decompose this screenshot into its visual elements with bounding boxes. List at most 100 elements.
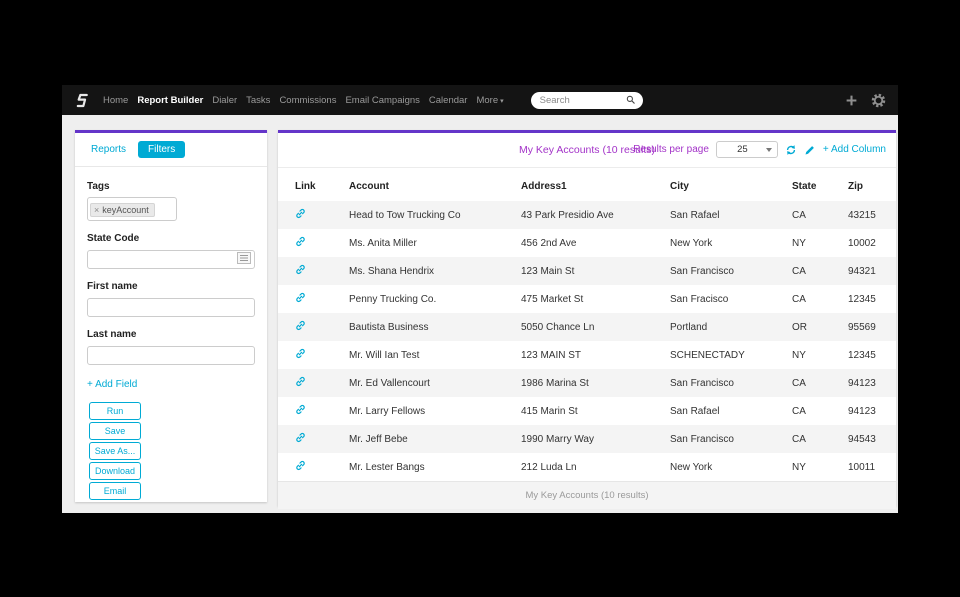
results-table: Link Account Address1 City State Zip Head to … (278, 172, 896, 481)
table-row: Penny Trucking Co. 475 Market St San Fra… (278, 285, 896, 313)
content-area: Reports Filters Tags × keyAccount State … (62, 115, 898, 513)
logo-s-icon (76, 93, 88, 107)
sidebar-actions: Run Save Save As... Download Email (89, 402, 141, 500)
download-button[interactable]: Download (89, 462, 141, 480)
results-header-row: Link Account Address1 City State Zip (278, 172, 896, 201)
nav-item[interactable]: More ▾ (476, 94, 504, 106)
search-input[interactable] (537, 93, 626, 107)
tags-input[interactable]: × keyAccount (87, 197, 177, 221)
record-link-icon[interactable] (295, 348, 306, 359)
column-header-link: Link (295, 181, 316, 192)
tag-chip-label: keyAccount (102, 205, 149, 215)
save-button[interactable]: Save (89, 422, 141, 440)
results-panel: My Key Accounts (10 results) Results per… (278, 130, 896, 509)
filter-form: Tags × keyAccount State Code (75, 167, 267, 500)
column-header-account: Account (349, 181, 389, 192)
nav-item[interactable]: Calendar (428, 94, 468, 106)
cell-state: NY (792, 237, 806, 249)
cell-account: Ms. Anita Miller (349, 237, 417, 249)
record-link-icon[interactable] (295, 292, 306, 303)
table-row: Mr. Larry Fellows 415 Marin St San Rafae… (278, 397, 896, 425)
state-code-label: State Code (87, 233, 140, 244)
global-search (530, 91, 643, 109)
record-link-icon[interactable] (295, 320, 306, 331)
first-name-input[interactable] (87, 298, 255, 317)
record-link-icon[interactable] (295, 376, 306, 387)
column-header-zip: Zip (848, 181, 863, 192)
gear-icon[interactable] (871, 93, 886, 108)
cell-state: CA (792, 377, 806, 389)
results-per-page-label: Results per page (633, 144, 709, 155)
cell-city: San Fracisco (670, 293, 729, 305)
app-logo[interactable] (74, 92, 91, 109)
cell-account: Mr. Larry Fellows (349, 405, 426, 417)
nav-item[interactable]: Commissions (279, 94, 337, 106)
table-row: Ms. Anita Miller 456 2nd Ave New York NY… (278, 229, 896, 257)
cell-account: Penny Trucking Co. (349, 293, 437, 305)
filters-panel: Reports Filters Tags × keyAccount State … (75, 130, 267, 502)
email-button[interactable]: Email (89, 482, 141, 500)
cell-account: Head to Tow Trucking Co (349, 209, 461, 221)
nav-item[interactable]: Report Builder (137, 94, 204, 106)
cell-address1: 123 MAIN ST (521, 349, 582, 361)
cell-state: CA (792, 209, 806, 221)
caret-down-icon: ▾ (500, 97, 504, 105)
cell-state: CA (792, 265, 806, 277)
add-column-link[interactable]: + Add Column (822, 144, 886, 155)
nav-items: Home Report Builder Dialer Tasks Commissions… (103, 95, 513, 106)
navbar-right (845, 93, 886, 108)
record-link-icon[interactable] (295, 236, 306, 247)
nav-item[interactable]: Tasks (246, 94, 271, 106)
list-picker-icon[interactable] (237, 252, 251, 264)
cell-zip: 95569 (848, 321, 876, 333)
tab-filters[interactable]: Filters (138, 141, 186, 158)
tab-reports[interactable]: Reports (91, 144, 127, 155)
refresh-icon[interactable] (785, 144, 797, 156)
add-icon[interactable] (845, 94, 858, 107)
cell-zip: 94321 (848, 265, 876, 277)
results-tbody: Head to Tow Trucking Co 43 Park Presidio… (278, 201, 896, 481)
first-name-label: First name (87, 281, 138, 292)
edit-pencil-icon[interactable] (804, 144, 816, 156)
nav-item[interactable]: Home (103, 94, 129, 106)
cell-account: Mr. Ed Vallencourt (349, 377, 430, 389)
cell-state: NY (792, 461, 806, 473)
table-row: Mr. Ed Vallencourt 1986 Marina St San Fr… (278, 369, 896, 397)
cell-state: CA (792, 293, 806, 305)
tag-chip[interactable]: × keyAccount (90, 203, 155, 217)
last-name-label: Last name (87, 329, 137, 340)
record-link-icon[interactable] (295, 208, 306, 219)
cell-zip: 12345 (848, 293, 876, 305)
last-name-input[interactable] (87, 346, 255, 365)
cell-account: Ms. Shana Hendrix (349, 265, 435, 277)
cell-zip: 94543 (848, 433, 876, 445)
save-as-button[interactable]: Save As... (89, 442, 141, 460)
cell-city: New York (670, 461, 713, 473)
record-link-icon[interactable] (295, 460, 306, 471)
results-per-page-select[interactable]: 25 (715, 141, 778, 158)
cell-city: Portland (670, 321, 708, 333)
cell-zip: 94123 (848, 377, 876, 389)
cell-address1: 415 Marin St (521, 405, 578, 417)
run-button[interactable]: Run (89, 402, 141, 420)
table-row: Head to Tow Trucking Co 43 Park Presidio… (278, 201, 896, 229)
record-link-icon[interactable] (295, 404, 306, 415)
record-link-icon[interactable] (295, 432, 306, 443)
cell-city: San Francisco (670, 433, 734, 445)
cell-city: San Francisco (670, 265, 734, 277)
state-code-input[interactable] (87, 250, 255, 269)
nav-item[interactable]: Email Campaigns (345, 94, 420, 106)
record-link-icon[interactable] (295, 264, 306, 275)
remove-tag-icon[interactable]: × (94, 205, 100, 215)
cell-state: OR (792, 321, 807, 333)
nav-item[interactable]: Dialer (212, 94, 238, 106)
table-row: Ms. Shana Hendrix 123 Main St San Franci… (278, 257, 896, 285)
table-row: Mr. Lester Bangs 212 Luda Ln New York NY… (278, 453, 896, 481)
cell-city: San Francisco (670, 377, 734, 389)
add-field-link[interactable]: + Add Field (87, 379, 138, 390)
cell-address1: 456 2nd Ave (521, 237, 577, 249)
search-icon[interactable] (626, 95, 636, 105)
column-header-address1: Address1 (521, 181, 567, 192)
page-size-value: 25 (737, 144, 748, 155)
cell-account: Mr. Jeff Bebe (349, 433, 408, 445)
